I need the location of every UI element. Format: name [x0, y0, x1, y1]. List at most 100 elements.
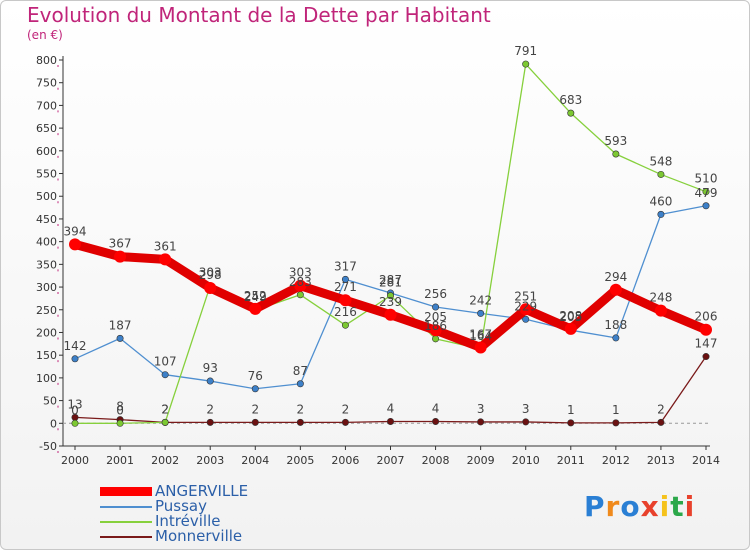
- data-label-intreville: 281: [379, 276, 402, 290]
- logo-letter: x: [640, 490, 660, 523]
- data-label-angerville: 251: [514, 289, 537, 303]
- data-label-angerville: 367: [109, 237, 132, 251]
- y-tick-label: 250: [36, 304, 57, 317]
- data-point-monnerville: [702, 353, 710, 361]
- data-label-intreville: 593: [604, 134, 627, 148]
- data-label-pussay: 205: [559, 310, 582, 324]
- legend-swatch-intreville: [100, 521, 152, 523]
- data-label-monnerville: 1: [612, 403, 620, 417]
- data-label-intreville: 303: [199, 266, 222, 280]
- logo-letter: o: [620, 490, 641, 523]
- proxiti-logo: Proxiti: [584, 490, 695, 523]
- data-label-monnerville: 2: [657, 402, 665, 416]
- data-point-monnerville: [522, 418, 530, 426]
- y-tick-label: 150: [36, 349, 57, 362]
- data-point-angerville: [700, 323, 712, 336]
- y-tick-label: 400: [36, 236, 57, 249]
- data-label-monnerville: 2: [251, 402, 259, 416]
- x-tick-label: 2000: [61, 454, 89, 467]
- data-label-monnerville: 4: [387, 401, 395, 415]
- x-tick-label: 2011: [557, 454, 585, 467]
- data-label-pussay: 317: [334, 259, 357, 273]
- y-tick-label: 300: [36, 281, 57, 294]
- y-tick-label: 600: [36, 145, 57, 158]
- data-label-angerville: 252: [244, 289, 267, 303]
- y-tick-label: -50: [39, 440, 57, 453]
- data-point-pussay: [71, 355, 79, 363]
- y-tick-label: 200: [36, 326, 57, 339]
- data-label-pussay: 242: [469, 293, 492, 307]
- data-label-pussay: 460: [649, 194, 672, 208]
- legend-label-monnerville: Monnerville: [155, 527, 243, 545]
- data-point-monnerville: [657, 418, 665, 426]
- legend-label-intreville: Intréville: [155, 512, 221, 530]
- legend-label-pussay: Pussay: [155, 497, 207, 515]
- data-point-angerville: [69, 238, 81, 251]
- data-label-monnerville: 13: [67, 397, 82, 411]
- data-label-pussay: 187: [109, 318, 132, 332]
- data-point-angerville: [519, 303, 532, 316]
- data-label-intreville: 683: [559, 93, 582, 107]
- data-point-pussay: [657, 210, 665, 218]
- data-point-pussay: [432, 303, 440, 311]
- data-point-pussay: [522, 315, 530, 323]
- data-point-monnerville: [612, 419, 620, 427]
- data-label-angerville: 271: [334, 280, 357, 294]
- y-tick-label: 450: [36, 213, 57, 226]
- logo-letter: i: [684, 490, 696, 523]
- x-tick-label: 2014: [692, 454, 720, 467]
- unit-label: (en €): [27, 28, 63, 42]
- x-tick-label: 2002: [151, 454, 179, 467]
- data-label-pussay: 76: [248, 369, 263, 383]
- data-point-pussay: [296, 380, 304, 388]
- x-tick-label: 2008: [422, 454, 450, 467]
- x-tick-label: 2004: [241, 454, 269, 467]
- data-point-angerville: [654, 304, 667, 317]
- data-point-monnerville: [341, 418, 349, 426]
- legend-swatch-pussay: [100, 506, 152, 508]
- logo-letter: P: [584, 490, 606, 523]
- data-point-intreville: [386, 292, 394, 300]
- data-point-intreville: [612, 150, 620, 158]
- data-label-intreville: 2: [161, 402, 169, 416]
- data-label-monnerville: 8: [116, 400, 124, 414]
- data-point-angerville: [339, 294, 352, 307]
- data-label-intreville: 216: [334, 305, 357, 319]
- data-label-pussay: 188: [604, 318, 627, 332]
- legend-swatch-monnerville: [100, 536, 152, 538]
- chart-title: Evolution du Montant de la Dette par Hab…: [27, 3, 491, 27]
- data-label-intreville: 0: [116, 403, 124, 417]
- data-point-angerville: [114, 250, 127, 263]
- y-tick-label: 500: [36, 190, 57, 203]
- data-label-monnerville: 2: [161, 402, 169, 416]
- data-label-monnerville: 2: [342, 402, 350, 416]
- data-point-intreville: [432, 335, 440, 343]
- data-label-pussay: 229: [514, 299, 537, 313]
- data-label-monnerville: 4: [432, 401, 440, 415]
- data-point-intreville: [341, 321, 349, 329]
- data-label-intreville: 186: [424, 319, 447, 333]
- data-label-pussay: 142: [64, 339, 87, 353]
- data-point-angerville: [294, 279, 307, 292]
- data-point-monnerville: [477, 418, 485, 426]
- logo-letter: t: [670, 490, 685, 523]
- data-label-pussay: 87: [293, 364, 308, 378]
- data-point-angerville: [609, 283, 622, 296]
- logo-letter: i: [659, 490, 671, 523]
- data-point-angerville: [159, 253, 172, 266]
- data-label-intreville: 0: [71, 403, 79, 417]
- data-label-angerville: 208: [559, 309, 582, 323]
- data-point-monnerville: [251, 418, 259, 426]
- data-point-angerville: [429, 324, 442, 337]
- data-point-intreville: [71, 419, 79, 427]
- data-point-pussay: [116, 334, 124, 342]
- data-label-angerville: 294: [604, 270, 627, 284]
- data-point-pussay: [251, 385, 259, 393]
- data-point-intreville: [702, 188, 710, 196]
- data-label-angerville: 167: [469, 327, 492, 341]
- x-tick-label: 2012: [602, 454, 630, 467]
- data-label-angerville: 303: [289, 266, 312, 280]
- data-point-pussay: [341, 275, 349, 283]
